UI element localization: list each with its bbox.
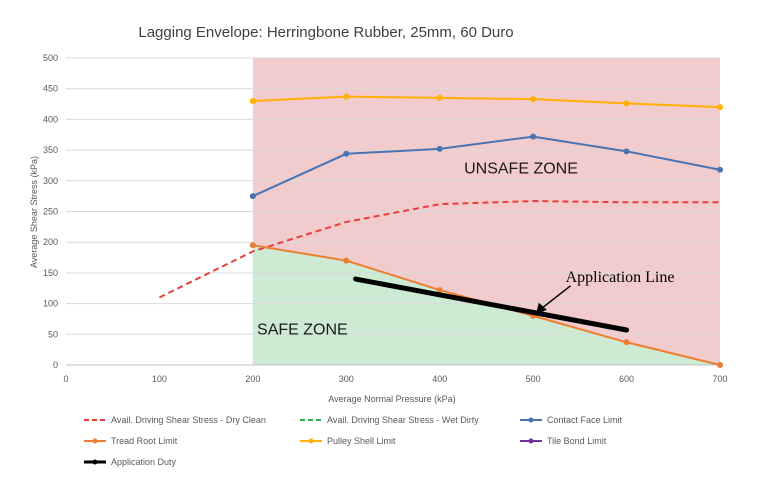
y-tick-label: 250 xyxy=(43,207,58,217)
data-point xyxy=(623,148,630,155)
legend-label: Avail. Driving Shear Stress - Wet Dirty xyxy=(327,415,479,425)
unsafe-zone-label: UNSAFE ZONE xyxy=(464,160,578,177)
data-point xyxy=(249,242,256,249)
x-tick-label: 100 xyxy=(152,374,167,384)
data-point xyxy=(436,94,443,101)
legend-label: Tread Root Limit xyxy=(111,436,178,446)
data-point xyxy=(624,327,630,333)
y-tick-label: 150 xyxy=(43,268,58,278)
legend-label: Application Duty xyxy=(111,457,177,467)
series-line xyxy=(355,276,628,333)
y-tick-label: 300 xyxy=(43,176,58,186)
safe-zone-label: SAFE ZONE xyxy=(257,321,348,338)
data-point xyxy=(623,100,630,107)
legend-marker xyxy=(528,438,534,444)
y-tick-label: 450 xyxy=(43,84,58,94)
data-point xyxy=(343,93,350,100)
x-tick-label: 500 xyxy=(526,374,541,384)
y-tick-label: 400 xyxy=(43,114,58,124)
chart-title: Lagging Envelope: Herringbone Rubber, 25… xyxy=(138,24,513,41)
data-point xyxy=(249,97,256,104)
data-point xyxy=(353,276,359,282)
data-point xyxy=(530,133,537,140)
data-point xyxy=(717,104,723,111)
y-tick-label: 100 xyxy=(43,299,58,309)
series-line xyxy=(158,200,720,299)
y-tick-label: 350 xyxy=(43,145,58,155)
data-point xyxy=(530,96,537,103)
legend-label: Avail. Driving Shear Stress - Dry Clean xyxy=(111,415,266,425)
y-tick-label: 500 xyxy=(43,53,58,63)
data-point xyxy=(436,287,443,294)
annotation-label: Application Line xyxy=(566,269,675,286)
x-tick-label: 400 xyxy=(432,374,447,384)
annotation-arrow xyxy=(539,285,571,311)
annotation-arrowhead xyxy=(535,302,547,315)
legend-label: Tile Bond Limit xyxy=(547,436,607,446)
legend-marker xyxy=(308,438,314,444)
y-tick-label: 50 xyxy=(48,329,58,339)
x-tick-label: 600 xyxy=(619,374,634,384)
series-line xyxy=(252,135,721,198)
legend-marker xyxy=(528,417,534,423)
data-point xyxy=(249,193,256,200)
data-point xyxy=(436,145,443,152)
data-point xyxy=(717,166,723,173)
data-point xyxy=(717,362,723,368)
x-tick-label: 200 xyxy=(245,374,260,384)
series-line xyxy=(252,95,721,109)
x-tick-label: 0 xyxy=(63,374,68,384)
y-tick-label: 0 xyxy=(53,360,58,370)
x-tick-label: 700 xyxy=(712,374,727,384)
y-axis-label: Average Shear Stress (kPa) xyxy=(29,156,39,268)
x-axis-label: Average Normal Pressure (kPa) xyxy=(328,394,455,404)
legend-marker xyxy=(92,438,98,444)
x-tick-label: 300 xyxy=(339,374,354,384)
data-point xyxy=(343,257,350,264)
y-tick-label: 200 xyxy=(43,237,58,247)
legend-label: Pulley Shell Limit xyxy=(327,436,396,446)
legend-label: Contact Face Limit xyxy=(547,415,623,425)
legend-marker xyxy=(92,459,98,465)
data-point xyxy=(623,339,630,346)
data-point xyxy=(343,150,350,157)
